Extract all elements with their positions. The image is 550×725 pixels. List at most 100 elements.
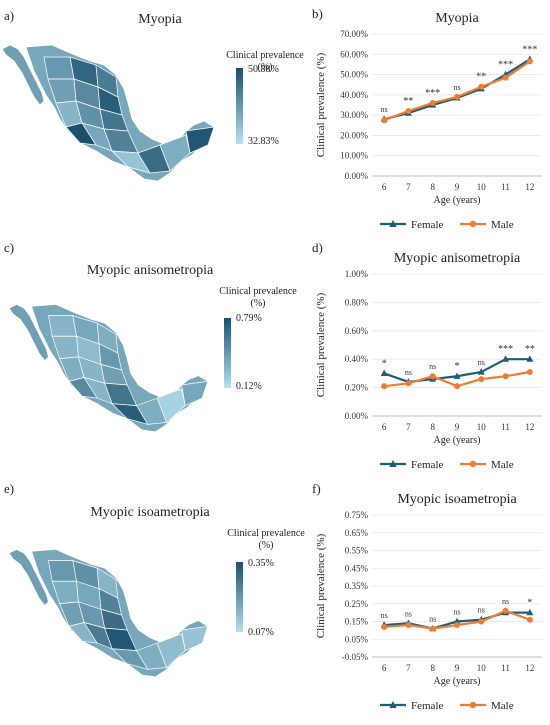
significance-label: ns: [453, 608, 460, 617]
data-point-male: [381, 117, 388, 124]
legend-max-value: 0.79%: [236, 313, 262, 324]
data-point-male: [502, 373, 509, 380]
mexico-map: [8, 303, 209, 433]
data-point-male: [454, 383, 460, 390]
x-tick-label: 6: [382, 182, 387, 192]
y-tick-label: 0.80%: [345, 297, 369, 307]
panel-label-b: b): [312, 6, 323, 21]
legend-label-female: Female: [411, 700, 443, 712]
legend-min-value: 0.12%: [236, 381, 262, 392]
chart-title: Myopia: [435, 11, 479, 26]
significance-label: ns: [478, 358, 485, 367]
panel-label-f: f): [312, 481, 321, 496]
state-region: [181, 625, 209, 652]
significance-label: ns: [502, 597, 509, 606]
x-tick-label: 12: [525, 422, 534, 432]
x-tick-label: 10: [477, 182, 487, 192]
x-tick-label: 12: [525, 182, 534, 192]
panel-label-a: a): [4, 8, 15, 23]
map-title: Myopia: [138, 12, 182, 27]
y-axis-label: Clinical prevalence (%): [315, 52, 327, 157]
data-point-male: [381, 383, 388, 390]
x-tick-label: 10: [477, 663, 487, 673]
data-point-female: [453, 617, 461, 625]
data-point-male: [381, 623, 388, 630]
legend-marker-female: [389, 220, 397, 227]
legend-gradient-bar: [224, 318, 231, 388]
data-point-male: [454, 622, 460, 629]
y-tick-label: 0.40%: [345, 354, 369, 364]
significance-label: ns: [381, 105, 388, 114]
y-tick-label: 50.00%: [340, 70, 368, 80]
x-tick-label: 6: [382, 422, 387, 432]
panel-label-d: d): [312, 240, 323, 255]
x-tick-label: 8: [430, 422, 435, 432]
legend-marker-male: [469, 220, 477, 228]
x-tick-label: 8: [430, 663, 435, 673]
mexico-map: [8, 548, 209, 678]
y-tick-label: 0.00%: [345, 411, 369, 421]
data-point-male: [454, 93, 460, 100]
legend-marker-male: [469, 701, 477, 709]
panel-label-e: e): [4, 481, 15, 496]
significance-label: **: [403, 96, 413, 107]
x-axis-label: Age (years): [434, 676, 481, 687]
baja-california-region: [8, 548, 49, 607]
legend-gradient-bar: [236, 562, 243, 632]
baja-california-region: [1, 44, 45, 106]
y-tick-label: 30.00%: [340, 110, 368, 120]
y-tick-label: 0.35%: [345, 581, 369, 591]
line-chart-myopic-anisometropia: Myopic anisometropia 0.00% 0.20% 0.40% 0.60%…: [315, 251, 542, 471]
y-tick-label: 0.25%: [345, 599, 369, 609]
state-region: [48, 315, 77, 337]
data-point-male: [526, 368, 533, 375]
data-point-male: [429, 625, 436, 632]
legend-marker-male: [469, 460, 477, 468]
state-region: [43, 56, 75, 80]
legend-title: Clinical prevalence (%): [227, 528, 305, 551]
data-point-male: [405, 108, 412, 115]
significance-label: ns: [405, 368, 412, 377]
x-tick-label: 10: [477, 422, 487, 432]
legend-min-value: 32.83%: [248, 136, 279, 147]
x-tick-label: 7: [406, 422, 411, 432]
legend-label-male: Male: [491, 459, 514, 471]
y-tick-label: 0.20%: [345, 383, 369, 393]
significance-label: ns: [478, 606, 485, 615]
y-tick-label: 20.00%: [340, 130, 368, 140]
data-point-female: [502, 355, 510, 362]
y-tick-label: 70.00%: [340, 29, 368, 39]
data-point-male: [502, 607, 509, 614]
significance-label: *: [527, 598, 532, 609]
y-tick-label: 0.45%: [345, 563, 369, 573]
map-title: Myopic anisometropia: [86, 263, 214, 278]
significance-label: ns: [429, 615, 436, 624]
baja-california-region: [8, 303, 49, 362]
y-tick-label: 10.00%: [340, 151, 368, 161]
y-tick-label: 1.00%: [345, 269, 369, 279]
legend-marker-female: [389, 701, 397, 708]
data-point-male: [502, 74, 509, 81]
mexico-map: [1, 44, 215, 182]
x-tick-label: 7: [406, 663, 411, 673]
panel-label-c: c): [4, 240, 15, 255]
data-point-female: [526, 355, 534, 362]
data-point-female: [526, 608, 534, 616]
y-tick-label: 0.15%: [345, 617, 369, 627]
x-tick-label: 11: [501, 663, 510, 673]
significance-label: ***: [425, 88, 440, 99]
x-tick-label: 9: [455, 182, 460, 192]
data-point-male: [526, 616, 533, 623]
x-tick-label: 9: [455, 422, 460, 432]
state-region: [48, 560, 77, 582]
significance-label: ns: [381, 611, 388, 620]
significance-label: ***: [498, 60, 513, 71]
x-tick-label: 8: [430, 182, 435, 192]
legend-label-female: Female: [411, 459, 443, 471]
y-tick-label: 0.65%: [345, 528, 369, 538]
data-point-female: [477, 368, 485, 375]
x-tick-label: 12: [525, 663, 534, 673]
y-tick-label: -0.05%: [342, 652, 369, 662]
data-point-male: [429, 99, 436, 106]
x-tick-label: 11: [501, 422, 510, 432]
